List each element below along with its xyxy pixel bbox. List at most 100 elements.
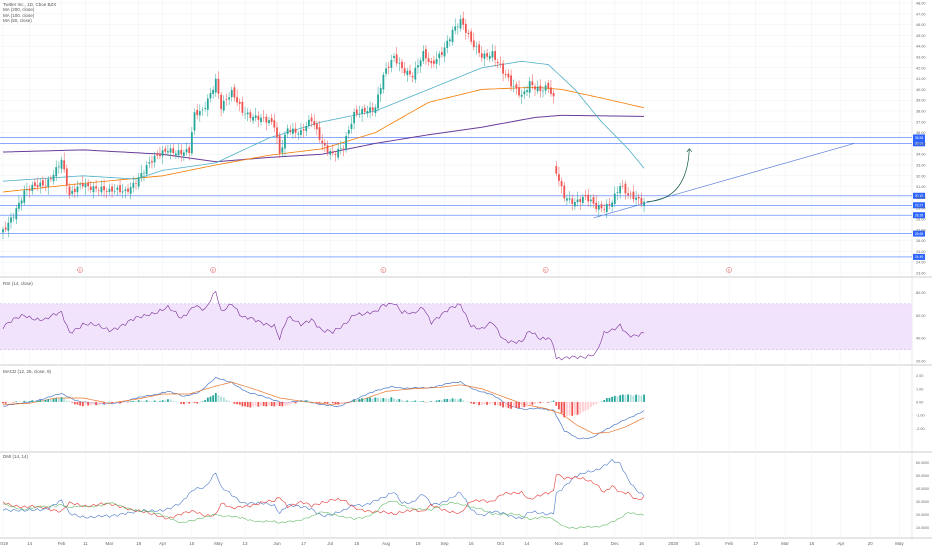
macd-histogram-bar[interactable] [255, 402, 257, 406]
candle-body[interactable] [414, 68, 416, 80]
macd-histogram-bar[interactable] [547, 402, 549, 403]
candle-body[interactable] [303, 129, 305, 130]
macd-histogram-bar[interactable] [398, 399, 400, 402]
macd-histogram-bar[interactable] [281, 402, 283, 406]
candle-body[interactable] [316, 124, 318, 129]
macd-histogram-bar[interactable] [90, 402, 92, 406]
candle-body[interactable] [188, 147, 190, 153]
candle-body[interactable] [375, 107, 377, 113]
macd-histogram-bar[interactable] [356, 400, 358, 402]
candle-body[interactable] [444, 47, 446, 56]
candle-body[interactable] [409, 71, 411, 75]
macd-histogram-bar[interactable] [335, 402, 337, 404]
macd-histogram-bar[interactable] [265, 402, 267, 407]
candle-body[interactable] [271, 118, 273, 122]
macd-histogram-bar[interactable] [316, 402, 318, 403]
macd-histogram-bar[interactable] [183, 402, 185, 404]
macd-histogram-bar[interactable] [619, 395, 621, 402]
macd-histogram-bar[interactable] [460, 399, 462, 402]
candle-body[interactable] [412, 76, 414, 77]
macd-histogram-bar[interactable] [359, 399, 361, 402]
candle-body[interactable] [590, 200, 592, 202]
candle-body[interactable] [58, 166, 60, 167]
candle-body[interactable] [29, 189, 31, 190]
candle-body[interactable] [21, 201, 23, 204]
candle-body[interactable] [249, 112, 251, 118]
macd-histogram-bar[interactable] [561, 402, 563, 413]
candle-body[interactable] [574, 202, 576, 206]
rsi-pane-title[interactable]: RSI (14, close) [3, 281, 33, 286]
macd-histogram-bar[interactable] [223, 397, 225, 402]
macd-histogram-bar[interactable] [162, 400, 164, 402]
macd-histogram-bar[interactable] [300, 401, 302, 402]
macd-histogram-bar[interactable] [58, 399, 60, 402]
macd-histogram-bar[interactable] [353, 400, 355, 402]
candle-body[interactable] [98, 190, 100, 191]
macd-histogram-bar[interactable] [279, 402, 281, 406]
candle-body[interactable] [369, 107, 371, 112]
candle-body[interactable] [63, 160, 65, 169]
macd-histogram-bar[interactable] [271, 402, 273, 406]
macd-histogram-bar[interactable] [69, 401, 71, 402]
candle-body[interactable] [242, 102, 244, 113]
macd-histogram-bar[interactable] [101, 402, 103, 404]
candle-body[interactable] [212, 90, 214, 94]
macd-histogram-bar[interactable] [273, 402, 275, 407]
candle-body[interactable] [124, 190, 126, 191]
candle-body[interactable] [601, 204, 603, 208]
candle-body[interactable] [114, 191, 116, 192]
candle-body[interactable] [42, 180, 44, 185]
candle-body[interactable] [196, 110, 198, 115]
candle-body[interactable] [561, 181, 563, 186]
candle-body[interactable] [430, 61, 432, 63]
candle-body[interactable] [566, 198, 568, 200]
candle-body[interactable] [327, 145, 329, 152]
candle-body[interactable] [361, 109, 363, 114]
macd-histogram-bar[interactable] [537, 402, 539, 403]
candle-body[interactable] [244, 114, 246, 115]
candle-body[interactable] [55, 167, 57, 176]
macd-histogram-bar[interactable] [260, 402, 262, 406]
macd-histogram-bar[interactable] [114, 402, 116, 403]
candle-body[interactable] [441, 52, 443, 55]
candle-body[interactable] [156, 153, 158, 155]
macd-histogram-bar[interactable] [138, 400, 140, 402]
macd-histogram-bar[interactable] [585, 402, 587, 411]
macd-histogram-bar[interactable] [375, 397, 377, 401]
candle-body[interactable] [555, 166, 557, 174]
macd-histogram-bar[interactable] [321, 402, 323, 403]
macd-histogram-bar[interactable] [617, 396, 619, 402]
macd-histogram-bar[interactable] [257, 402, 259, 407]
candle-body[interactable] [433, 61, 435, 64]
candle-body[interactable] [585, 195, 587, 196]
macd-histogram-bar[interactable] [633, 396, 635, 402]
macd-histogram-bar[interactable] [641, 395, 643, 401]
macd-histogram-bar[interactable] [239, 402, 241, 405]
candle-body[interactable] [281, 147, 283, 152]
macd-histogram-bar[interactable] [50, 400, 52, 402]
macd-histogram-bar[interactable] [220, 397, 222, 402]
macd-histogram-bar[interactable] [93, 402, 95, 405]
macd-histogram-bar[interactable] [242, 402, 244, 406]
candle-body[interactable] [425, 49, 427, 58]
candle-body[interactable] [180, 150, 182, 154]
candle-body[interactable] [319, 127, 321, 140]
candle-body[interactable] [569, 198, 571, 199]
candle-body[interactable] [10, 217, 12, 222]
macd-histogram-bar[interactable] [566, 402, 568, 416]
macd-histogram-bar[interactable] [244, 402, 246, 407]
candle-body[interactable] [428, 58, 430, 62]
dmi-adx-line[interactable] [3, 501, 644, 528]
macd-histogram-bar[interactable] [478, 402, 480, 405]
macd-histogram-bar[interactable] [606, 398, 608, 402]
macd-histogram-bar[interactable] [372, 398, 374, 402]
candle-body[interactable] [50, 178, 52, 179]
candle-body[interactable] [263, 117, 265, 118]
macd-histogram-bar[interactable] [289, 402, 291, 405]
candle-body[interactable] [494, 51, 496, 60]
candle-body[interactable] [438, 54, 440, 59]
candle-body[interactable] [287, 128, 289, 133]
macd-histogram-bar[interactable] [106, 402, 108, 403]
macd-histogram-bar[interactable] [422, 401, 424, 402]
